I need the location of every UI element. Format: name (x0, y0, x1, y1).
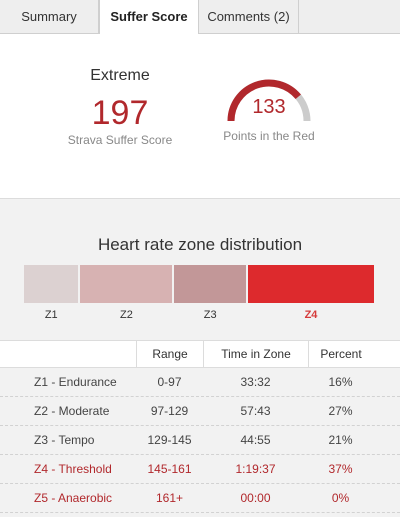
zone-label-z4: Z4 (304, 309, 318, 321)
tab-bar: Summary Suffer Score Comments (2) (0, 0, 400, 35)
zone-name: Z3 - Tempo (34, 433, 95, 447)
score-level: Extreme (90, 67, 150, 84)
zone-percent: 21% (328, 433, 353, 447)
zone-time: 00:00 (240, 491, 271, 505)
zone-time: 57:43 (240, 404, 271, 418)
zone-time: 44:55 (240, 433, 271, 447)
zone-bar-z4 (247, 265, 374, 303)
zone-name: Z5 - Anaerobic (34, 491, 113, 505)
header-range: Range (136, 341, 203, 368)
points-in-red-value: 133 (252, 96, 286, 118)
gauge-fill (227, 79, 301, 122)
header-percent: Percent (308, 341, 373, 368)
zone-label-z3: Z3 (203, 309, 217, 321)
zone-distribution-title: Heart rate zone distribution (97, 235, 303, 254)
suffer-score-caption: Strava Suffer Score (67, 133, 173, 147)
zone-percent: 27% (328, 404, 353, 418)
table-row: Z2 - Moderate 97-129 57:43 27% (0, 397, 400, 426)
zone-label-z1: Z1 (44, 309, 58, 321)
table-row: Z5 - Anaerobic 161+ 00:00 0% (0, 484, 400, 513)
table-row: Z1 - Endurance 0-97 33:32 16% (0, 368, 400, 397)
tab-summary[interactable]: Summary (0, 0, 99, 34)
zone-name: Z1 - Endurance (34, 375, 117, 389)
zone-percent: 0% (331, 491, 350, 505)
table-row: Z4 - Threshold 145-161 1:19:37 37% (0, 455, 400, 484)
table-row: Z3 - Tempo 129-145 44:55 21% (0, 426, 400, 455)
zone-range: 0-97 (157, 375, 182, 389)
zone-label-z2: Z2 (120, 309, 133, 321)
suffer-score-card: Extreme 197 Strava Suffer Score 133 Poin… (0, 34, 400, 199)
points-in-red-gauge (227, 79, 311, 122)
zone-time: 1:19:37 (235, 462, 276, 476)
zone-bar-z3 (174, 265, 246, 303)
tab-comments[interactable]: Comments (2) (199, 0, 299, 34)
zone-percent: 16% (328, 375, 353, 389)
zone-range: 145-161 (147, 462, 192, 476)
zone-range: 129-145 (147, 433, 192, 447)
zone-percent: 37% (328, 462, 353, 476)
points-in-red-caption: Points in the Red (223, 129, 315, 143)
zone-range: 161+ (155, 491, 184, 505)
suffer-score-value: 197 (91, 94, 149, 132)
zone-name: Z2 - Moderate (34, 404, 110, 418)
zone-name: Z4 - Threshold (34, 462, 112, 476)
tab-suffer-score[interactable]: Suffer Score (99, 0, 199, 35)
zone-time: 33:32 (240, 375, 271, 389)
header-time-in-zone: Time in Zone (203, 341, 308, 368)
zone-table-header: Range Time in Zone Percent (0, 340, 400, 368)
zone-bar-z1 (24, 265, 79, 303)
zone-bar-z2 (80, 265, 173, 303)
zone-range: 97-129 (150, 404, 189, 418)
